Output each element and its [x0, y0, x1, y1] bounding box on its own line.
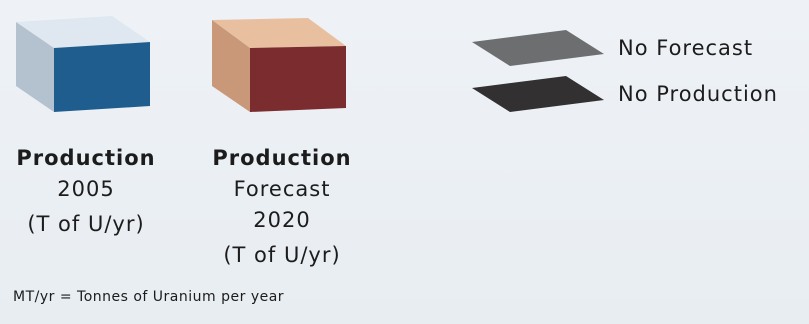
production-2005-swatch — [16, 8, 156, 114]
cube-blue-icon — [16, 16, 150, 112]
production-forecast-2020-swatch — [212, 10, 352, 116]
label-line: Production — [212, 146, 352, 170]
cube-red-icon — [212, 18, 346, 112]
no-forecast-key: No Forecast — [472, 28, 753, 68]
label-line: 2020 — [253, 208, 311, 232]
units-footnote: MT/yr = Tonnes of Uranium per year — [13, 289, 285, 305]
cube-top-face — [212, 18, 346, 48]
no-forecast-label: No Forecast — [618, 36, 754, 60]
cube-front-face — [250, 46, 346, 112]
no-production-swatch — [472, 74, 606, 114]
label-line: Production — [16, 146, 156, 170]
parallelogram-black-icon — [472, 76, 604, 112]
production-2005-label: Production 2005 (T of U/yr) — [6, 143, 166, 240]
label-line: (T of U/yr) — [27, 212, 145, 236]
cube-front-face — [54, 42, 150, 112]
parallelogram-gray-icon — [472, 30, 604, 66]
label-line: (T of U/yr) — [223, 243, 341, 267]
label-line: 2005 — [57, 177, 115, 201]
no-production-key: No Production — [472, 74, 778, 114]
label-line: Forecast — [233, 177, 331, 201]
cube-side-face — [212, 20, 250, 112]
cube-side-face — [16, 22, 54, 112]
no-production-label: No Production — [618, 82, 778, 106]
no-forecast-swatch — [472, 28, 606, 68]
cube-top-face — [16, 16, 150, 48]
production-forecast-2020-label: Production Forecast 2020 (T of U/yr) — [200, 143, 364, 271]
